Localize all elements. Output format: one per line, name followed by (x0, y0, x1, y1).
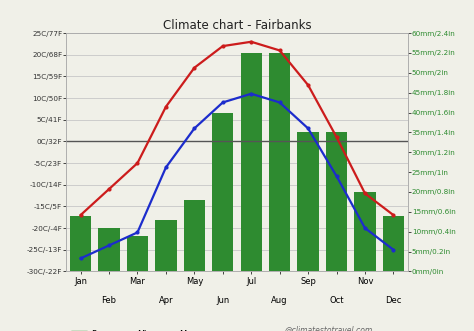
Text: Aug: Aug (272, 297, 288, 306)
Legend: Prec, Min, Max: Prec, Min, Max (71, 330, 197, 331)
Bar (70, 216, 91, 271)
Text: Jun: Jun (216, 297, 229, 306)
Text: Feb: Feb (101, 297, 117, 306)
Bar (212, 113, 233, 271)
Bar (326, 132, 347, 271)
Text: @climatestotravel.com: @climatestotravel.com (284, 325, 373, 331)
Text: Oct: Oct (329, 297, 344, 306)
Bar (383, 216, 404, 271)
Bar (127, 236, 148, 271)
Title: Climate chart - Fairbanks: Climate chart - Fairbanks (163, 19, 311, 32)
Bar (184, 200, 205, 271)
Bar (354, 192, 375, 271)
Bar (269, 53, 290, 271)
Bar (155, 220, 176, 271)
Bar (240, 53, 262, 271)
Bar (98, 228, 119, 271)
Text: Dec: Dec (385, 297, 401, 306)
Text: Apr: Apr (159, 297, 173, 306)
Bar (298, 132, 319, 271)
